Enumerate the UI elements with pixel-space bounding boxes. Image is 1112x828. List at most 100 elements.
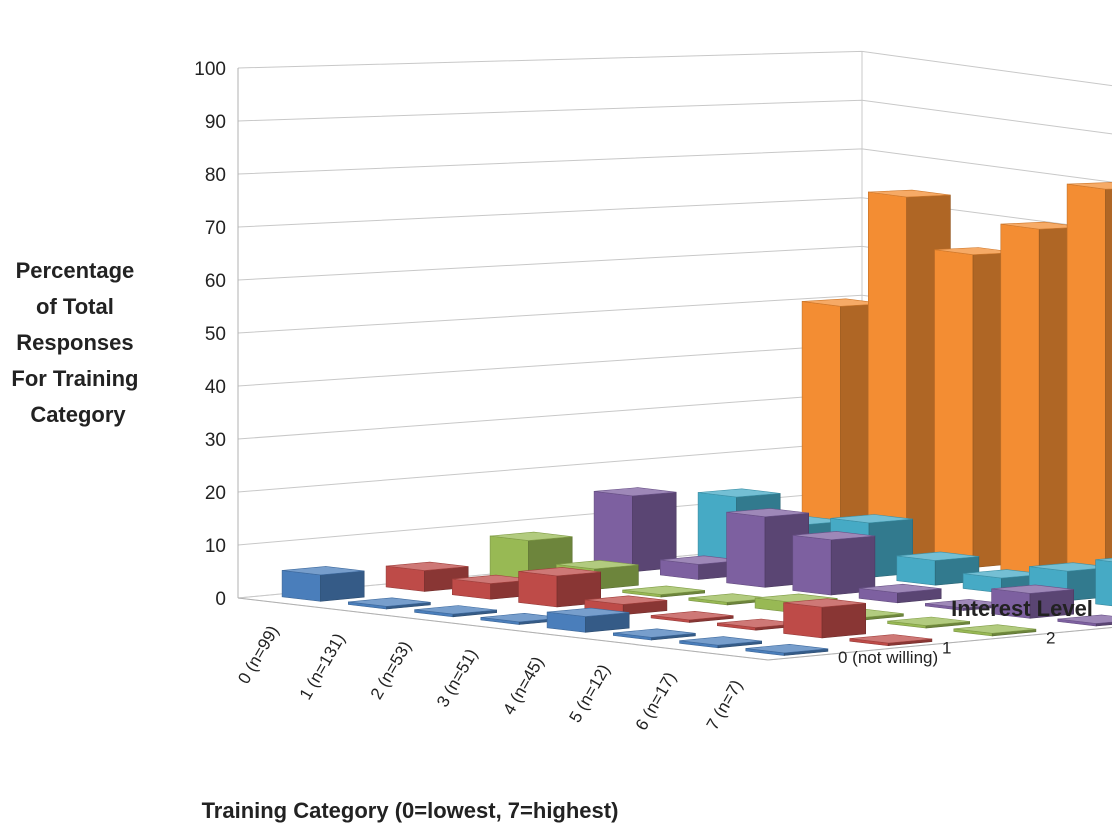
y-tick-label: 60	[205, 271, 226, 292]
bar	[887, 616, 971, 629]
y-tick-label: 90	[205, 112, 226, 133]
bar-top-face	[755, 593, 838, 603]
y-tick-label: 40	[205, 377, 226, 398]
bar-front-face	[1000, 223, 1040, 576]
bar	[726, 508, 810, 588]
bar	[593, 487, 677, 573]
bar-top-face	[991, 584, 1074, 594]
gridline	[237, 99, 1112, 135]
bar-front-face	[934, 249, 974, 568]
bar	[385, 561, 469, 592]
bar	[546, 607, 630, 633]
bar	[783, 598, 867, 639]
bar	[650, 610, 734, 623]
category-label: 7 (n=7)	[703, 677, 747, 734]
bar	[518, 567, 602, 608]
bar	[991, 584, 1074, 619]
bar-front-face	[593, 490, 633, 573]
z-axis-line	[767, 626, 1112, 661]
y-axis-title-line: Responses	[16, 330, 133, 355]
bar-top-face	[490, 531, 573, 541]
category-label: 0 (n=99)	[234, 622, 282, 687]
bar-top-face	[556, 560, 639, 570]
bar	[622, 585, 706, 598]
bar	[414, 605, 498, 618]
bar-top-face	[1067, 182, 1112, 190]
series-label: 1	[942, 638, 951, 657]
y-tick-label: 30	[205, 430, 226, 451]
bar-top-face	[745, 643, 828, 654]
bar	[858, 583, 942, 604]
bar	[281, 566, 365, 602]
series-labels: 0 (not willing)12345 (probably willing)	[838, 628, 1055, 667]
y-axis-title-line: of Total	[36, 294, 114, 319]
y-tick-label: 70	[205, 218, 226, 239]
bar-top-face	[414, 605, 497, 615]
z-axis-title: Interest Level	[951, 596, 1093, 621]
category-label: 2 (n=53)	[367, 638, 415, 703]
series-label: 0 (not willing)	[838, 648, 938, 667]
bar	[953, 624, 1037, 637]
bar-top-face	[859, 583, 942, 594]
bar	[679, 636, 763, 649]
gridline	[237, 50, 1112, 87]
y-axis-title: Percentage of Total Responses For Traini…	[11, 258, 144, 427]
bar-top-face	[726, 508, 809, 518]
bar-front-face	[896, 555, 936, 586]
bar	[792, 531, 876, 596]
bar	[1066, 182, 1112, 584]
x-axis-line	[237, 597, 769, 661]
y-axis-title-line: For Training	[11, 366, 138, 391]
bar-front-face	[281, 570, 321, 602]
bar-side-face	[830, 535, 876, 596]
y-tick-label: 10	[205, 536, 226, 557]
y-tick-label: 100	[194, 59, 226, 80]
x-axis-title: Training Category (0=lowest, 7=highest)	[202, 798, 619, 823]
bar-top-face	[783, 598, 866, 608]
bar-top-face	[698, 488, 781, 498]
series-label: 2	[1046, 628, 1055, 647]
y-tick-label: 80	[205, 165, 226, 186]
bar-top-face	[1057, 614, 1112, 624]
bar-front-face	[726, 511, 766, 588]
bar-front-face	[783, 602, 823, 639]
bar-top-face	[1095, 557, 1112, 562]
bar	[849, 634, 933, 647]
y-tick-labels: 0 10 20 30 40 50 60 70 80 90 100	[194, 59, 226, 610]
bar-front-face	[1066, 183, 1106, 584]
bar-side-face	[320, 570, 365, 602]
bar-top-face	[348, 597, 431, 607]
bar-front-face	[867, 191, 908, 561]
bar-side-face	[1105, 188, 1112, 584]
bar-top-face	[547, 607, 630, 617]
bar-top-face	[613, 628, 696, 638]
bar-top-face	[282, 566, 365, 576]
bar	[612, 628, 696, 641]
category-label: 5 (n=12)	[565, 661, 613, 726]
category-label: 4 (n=45)	[499, 653, 547, 718]
bar	[745, 643, 829, 656]
bar	[347, 597, 431, 610]
bar-top-face	[830, 514, 913, 524]
bar-front-face	[518, 571, 558, 608]
y-tick-label: 0	[215, 589, 226, 610]
bar-top-face	[887, 616, 970, 626]
bar-front-face	[1095, 559, 1112, 607]
bar-top-face	[792, 531, 875, 541]
bar-top-face	[953, 624, 1036, 634]
bar-top-face	[584, 595, 667, 605]
bar-top-face	[849, 634, 932, 644]
category-label: 3 (n=51)	[433, 646, 481, 711]
bar-side-face	[1095, 621, 1112, 627]
gridline	[237, 148, 1112, 183]
bar-top-face	[594, 487, 677, 497]
y-axis-title-line: Category	[30, 402, 126, 427]
bar-top-face	[622, 585, 705, 595]
bar	[896, 551, 980, 586]
y-tick-label: 50	[205, 324, 226, 345]
y-axis-title-line: Percentage	[16, 258, 135, 283]
bar	[1057, 614, 1112, 627]
y-tick-label: 20	[205, 483, 226, 504]
bar-side-face	[821, 602, 867, 639]
